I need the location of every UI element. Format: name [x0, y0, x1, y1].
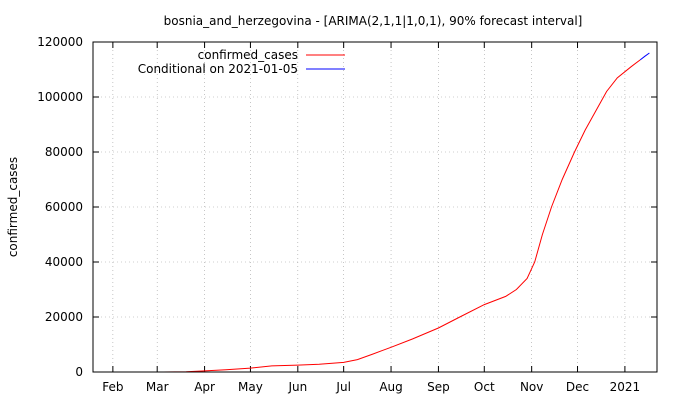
x-tick-label: Aug: [379, 380, 402, 394]
axis-ticks: 0 20000 40000 60000 80000 100000 120000 Feb Mar A…: [37, 35, 657, 394]
plot-frame: [92, 41, 658, 373]
x-tick-label: Jul: [335, 380, 350, 394]
y-tick-label: 80000: [45, 145, 83, 159]
x-tick-label: Jun: [287, 380, 307, 394]
y-tick-label: 40000: [45, 255, 83, 269]
x-tick-label: Oct: [474, 380, 495, 394]
series-line-1: [639, 52, 650, 61]
y-axis-label: confirmed_cases: [6, 157, 20, 257]
y-tick-label: 60000: [45, 200, 83, 214]
y-tick-label: 0: [75, 365, 83, 379]
x-tick-label: Dec: [566, 380, 589, 394]
x-tick-label: May: [238, 380, 263, 394]
series-line-0: [163, 59, 641, 373]
x-tick-label: Mar: [146, 380, 169, 394]
x-tick-label: Apr: [194, 380, 215, 394]
legend-label: Conditional on 2021-01-05: [138, 62, 298, 76]
y-tick-label: 100000: [37, 90, 83, 104]
x-tick-label: Sep: [427, 380, 450, 394]
series-lines: [163, 52, 650, 373]
chart-title: bosnia_and_herzegovina - [ARIMA(2,1,1|1,…: [164, 14, 583, 28]
y-tick-label: 120000: [37, 35, 83, 49]
x-tick-label: 2021: [610, 380, 641, 394]
x-tick-label: Feb: [102, 380, 123, 394]
x-tick-label: Nov: [520, 380, 543, 394]
y-tick-label: 20000: [45, 310, 83, 324]
legend-label: confirmed_cases: [198, 48, 298, 62]
